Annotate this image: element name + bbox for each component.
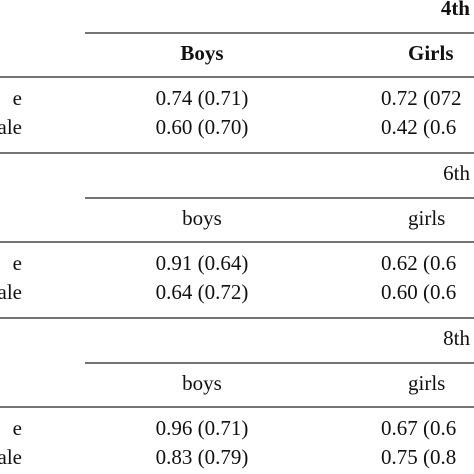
column-header: boys bbox=[182, 371, 222, 395]
cell: 0.91 (0.64) bbox=[156, 251, 249, 275]
row-label: e bbox=[13, 86, 22, 110]
row-label: e bbox=[13, 416, 22, 440]
cell: 0.64 (0.72) bbox=[156, 280, 249, 304]
column-header: boys bbox=[182, 206, 222, 230]
cell: 0.74 (0.71) bbox=[156, 86, 249, 110]
cell: 0.83 (0.79) bbox=[156, 445, 249, 469]
cell: 0.60 (0.70) bbox=[156, 115, 249, 139]
cell: 0.75 (0.8 bbox=[381, 445, 456, 469]
row-label: ale bbox=[0, 445, 22, 469]
cell: 0.60 (0.6 bbox=[381, 280, 456, 304]
cell: 0.67 (0.6 bbox=[381, 416, 456, 440]
cell: 0.72 (072 bbox=[381, 86, 462, 110]
row-label: e bbox=[13, 251, 22, 275]
grade-header: 8th bbox=[443, 326, 470, 350]
cell: 0.96 (0.71) bbox=[156, 416, 249, 440]
column-header: girls bbox=[408, 206, 445, 230]
grade-header: 4th bbox=[441, 0, 470, 20]
cell: 0.42 (0.6 bbox=[381, 115, 456, 139]
grade-header: 6th bbox=[443, 161, 470, 185]
row-label: ale bbox=[0, 115, 22, 139]
column-header: Girls bbox=[408, 41, 454, 65]
column-header: girls bbox=[408, 371, 445, 395]
column-header: Boys bbox=[180, 41, 223, 65]
cell: 0.62 (0.6 bbox=[381, 251, 456, 275]
row-label: ale bbox=[0, 280, 22, 304]
